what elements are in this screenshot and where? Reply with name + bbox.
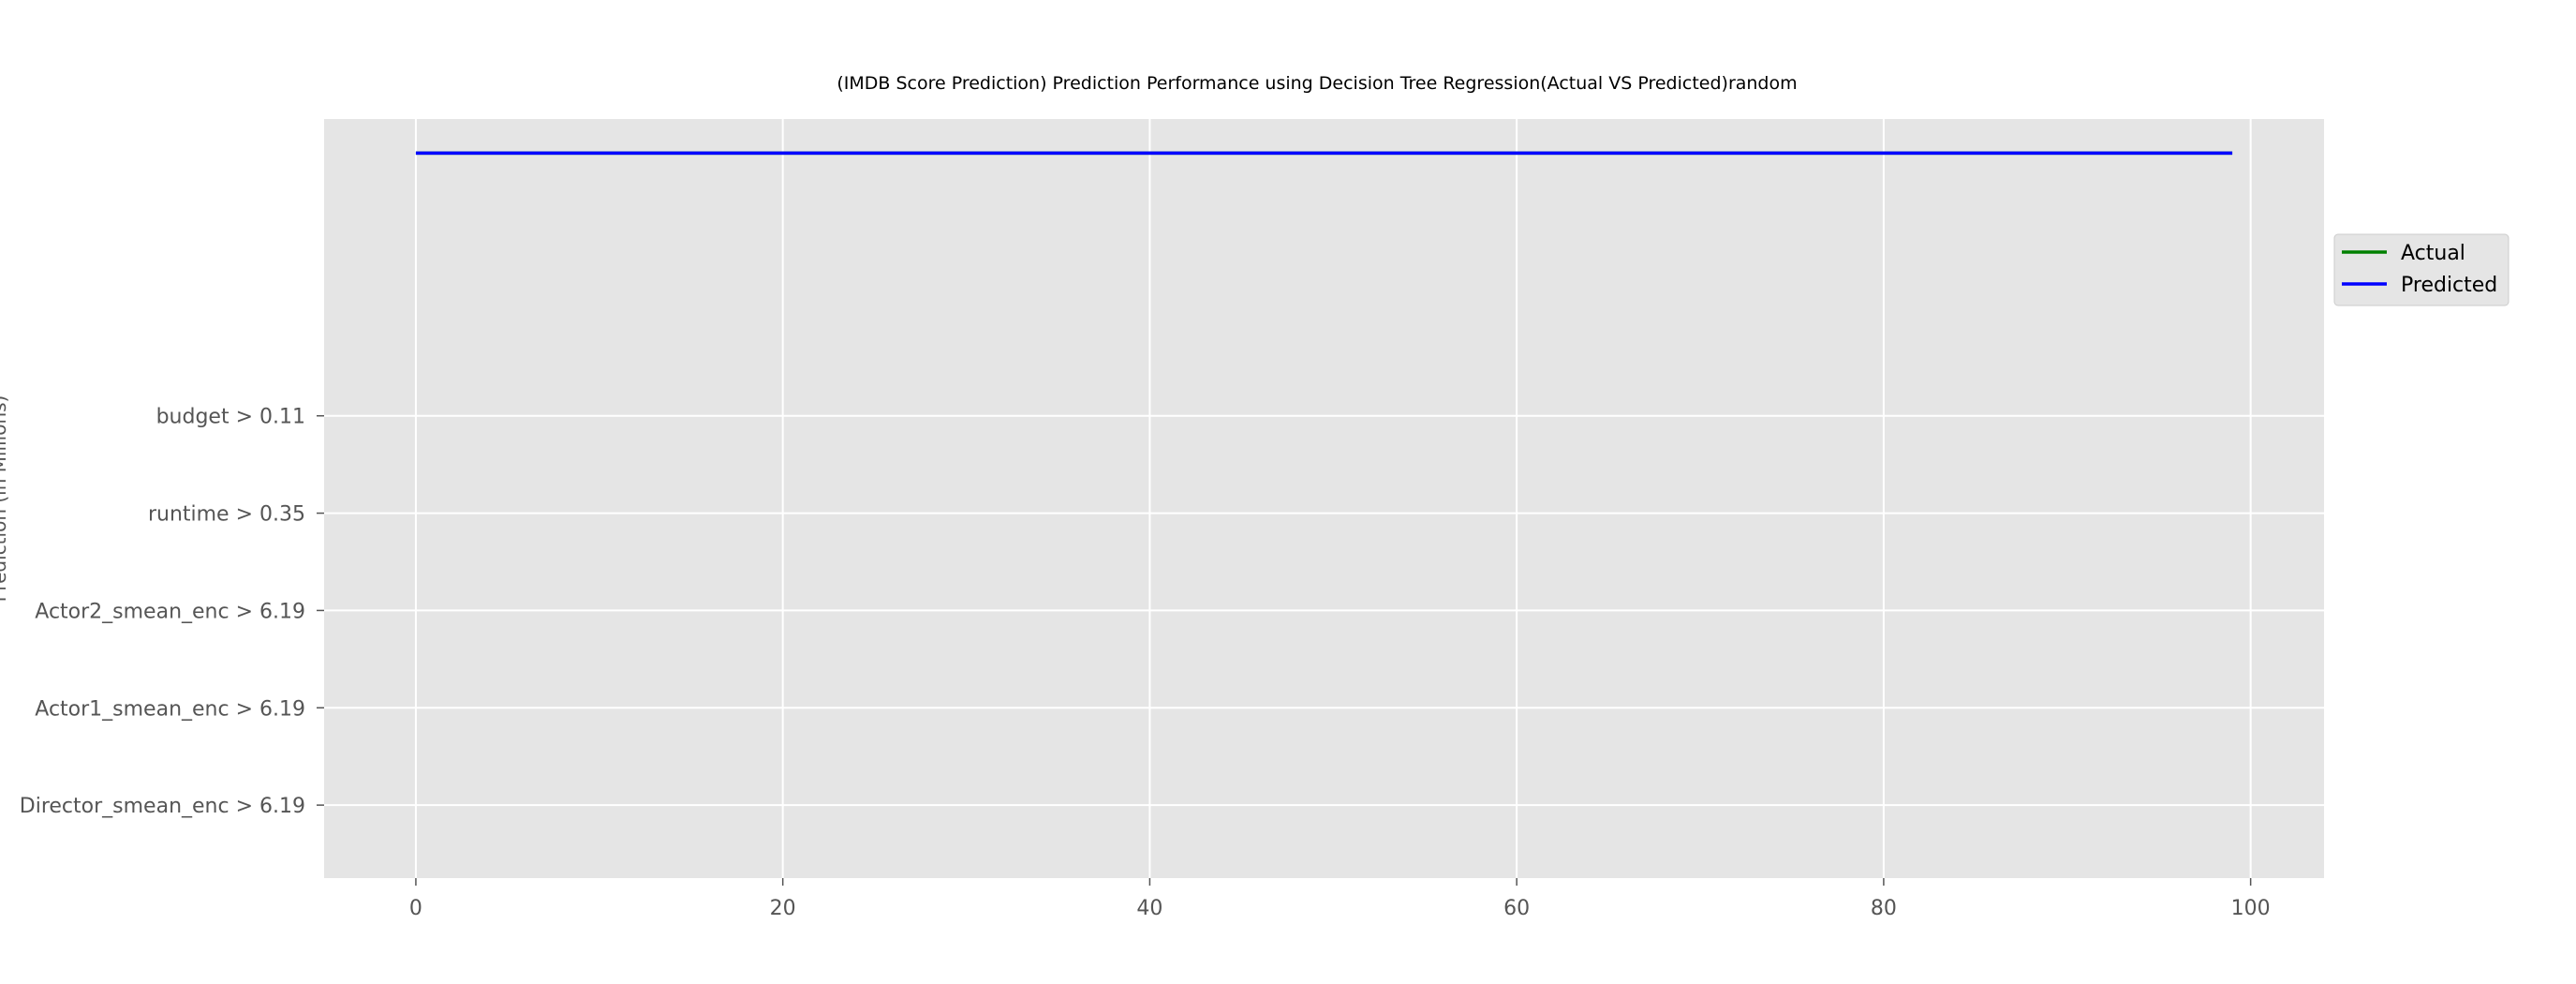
y-tick-label: Director_smean_enc > 6.19 [20, 795, 305, 818]
x-tick-label: 40 [1136, 897, 1162, 920]
y-tick-label: Actor1_smean_enc > 6.19 [35, 697, 305, 721]
chart-title: (IMDB Score Prediction) Prediction Perfo… [836, 73, 1797, 94]
legend-label-predicted: Predicted [2401, 274, 2497, 297]
x-tick-label: 0 [409, 897, 422, 920]
x-tick-label: 20 [770, 897, 796, 920]
y-tick-label: runtime > 0.35 [148, 503, 305, 527]
x-axis: 0 20 40 60 80 100 [409, 878, 2271, 920]
legend-label-actual: Actual [2401, 242, 2465, 265]
y-axis: Director_smean_enc > 6.19 Actor1_smean_en… [20, 406, 324, 818]
legend: Actual Predicted [2334, 234, 2509, 306]
y-tick-label: Actor2_smean_enc > 6.19 [35, 600, 305, 623]
x-tick-label: 60 [1503, 897, 1530, 920]
x-tick-label: 100 [2231, 897, 2271, 920]
y-tick-label: budget > 0.11 [156, 406, 305, 429]
x-tick-label: 80 [1871, 897, 1897, 920]
y-axis-label: Prediction (in Millions) [0, 395, 10, 603]
plot-area [324, 119, 2324, 878]
